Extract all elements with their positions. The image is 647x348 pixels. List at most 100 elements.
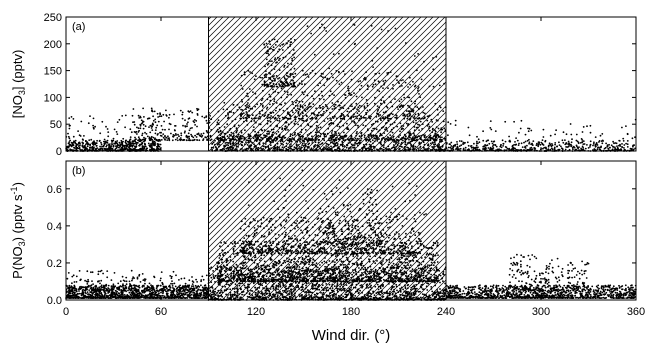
data-point	[259, 76, 262, 79]
data-point	[403, 117, 406, 120]
data-point	[520, 142, 523, 145]
data-point	[335, 145, 337, 147]
data-point	[259, 112, 261, 115]
data-point	[340, 135, 343, 138]
data-point	[284, 102, 286, 104]
data-point	[336, 125, 339, 127]
data-point	[249, 147, 252, 150]
data-point	[186, 123, 188, 125]
data-point	[626, 132, 629, 135]
data-point	[589, 131, 592, 134]
data-point	[293, 122, 296, 125]
data-point	[206, 135, 209, 138]
data-point	[589, 146, 591, 148]
data-point	[128, 147, 131, 149]
data-point	[264, 136, 267, 139]
data-point	[244, 104, 247, 107]
data-point	[227, 116, 230, 119]
data-point	[238, 106, 241, 109]
data-point	[112, 139, 115, 142]
data-point	[323, 26, 326, 29]
data-point	[172, 294, 174, 297]
data-point	[265, 135, 268, 138]
data-point	[135, 293, 138, 296]
data-point	[251, 107, 254, 110]
data-point	[214, 139, 216, 142]
data-point	[82, 296, 85, 299]
data-point	[322, 105, 324, 108]
data-point	[404, 135, 407, 138]
data-point	[131, 278, 134, 280]
data-point	[304, 109, 306, 112]
data-point	[318, 97, 321, 100]
data-point	[134, 142, 137, 144]
data-point	[258, 135, 261, 138]
data-point	[141, 289, 143, 292]
data-point	[220, 148, 223, 151]
data-point	[320, 114, 323, 116]
data-point	[271, 133, 273, 136]
data-point	[331, 130, 334, 132]
data-point	[124, 139, 127, 142]
data-point	[432, 135, 435, 138]
data-point	[261, 114, 264, 116]
data-point	[594, 136, 597, 139]
data-point	[257, 146, 260, 149]
data-point	[409, 117, 412, 120]
data-point	[347, 107, 350, 110]
data-point	[102, 272, 104, 275]
data-point	[94, 125, 96, 128]
data-point	[353, 139, 356, 142]
data-point	[319, 132, 322, 135]
data-point	[184, 297, 186, 299]
data-point	[229, 142, 232, 145]
data-point	[517, 144, 520, 147]
data-point	[178, 135, 180, 138]
data-point	[205, 130, 208, 132]
data-point	[90, 138, 93, 141]
data-point	[565, 142, 568, 144]
data-point	[524, 133, 527, 136]
data-point	[633, 144, 635, 147]
data-point	[122, 137, 125, 140]
data-point	[188, 279, 191, 282]
data-point	[117, 286, 120, 289]
data-point	[187, 295, 189, 298]
data-point	[518, 142, 520, 145]
data-point	[409, 136, 411, 139]
data-point	[129, 283, 132, 286]
data-point	[69, 148, 72, 151]
data-point	[341, 144, 344, 147]
data-point	[598, 140, 601, 142]
data-point	[542, 128, 545, 131]
data-point	[159, 279, 162, 282]
data-point	[332, 136, 335, 138]
data-point	[188, 129, 191, 132]
data-point	[407, 131, 410, 134]
data-point	[398, 100, 401, 103]
data-point	[291, 57, 293, 60]
data-point	[280, 87, 283, 90]
data-point	[508, 135, 510, 138]
data-point	[330, 122, 333, 124]
data-point	[387, 71, 390, 74]
data-point	[241, 99, 243, 101]
data-point	[403, 133, 406, 136]
data-point	[157, 133, 159, 135]
data-point	[277, 77, 279, 80]
y-tick-label: 50	[50, 119, 62, 131]
data-point	[81, 144, 84, 147]
data-point	[215, 130, 218, 133]
data-point	[293, 139, 296, 141]
data-point	[294, 120, 297, 123]
data-point	[398, 136, 400, 138]
data-point	[313, 113, 316, 116]
data-point	[262, 89, 264, 92]
data-point	[180, 132, 183, 135]
data-point	[346, 110, 349, 113]
data-point	[614, 146, 616, 149]
data-point	[247, 106, 250, 109]
data-point	[111, 143, 114, 146]
data-point	[92, 124, 94, 127]
data-point	[211, 148, 214, 151]
